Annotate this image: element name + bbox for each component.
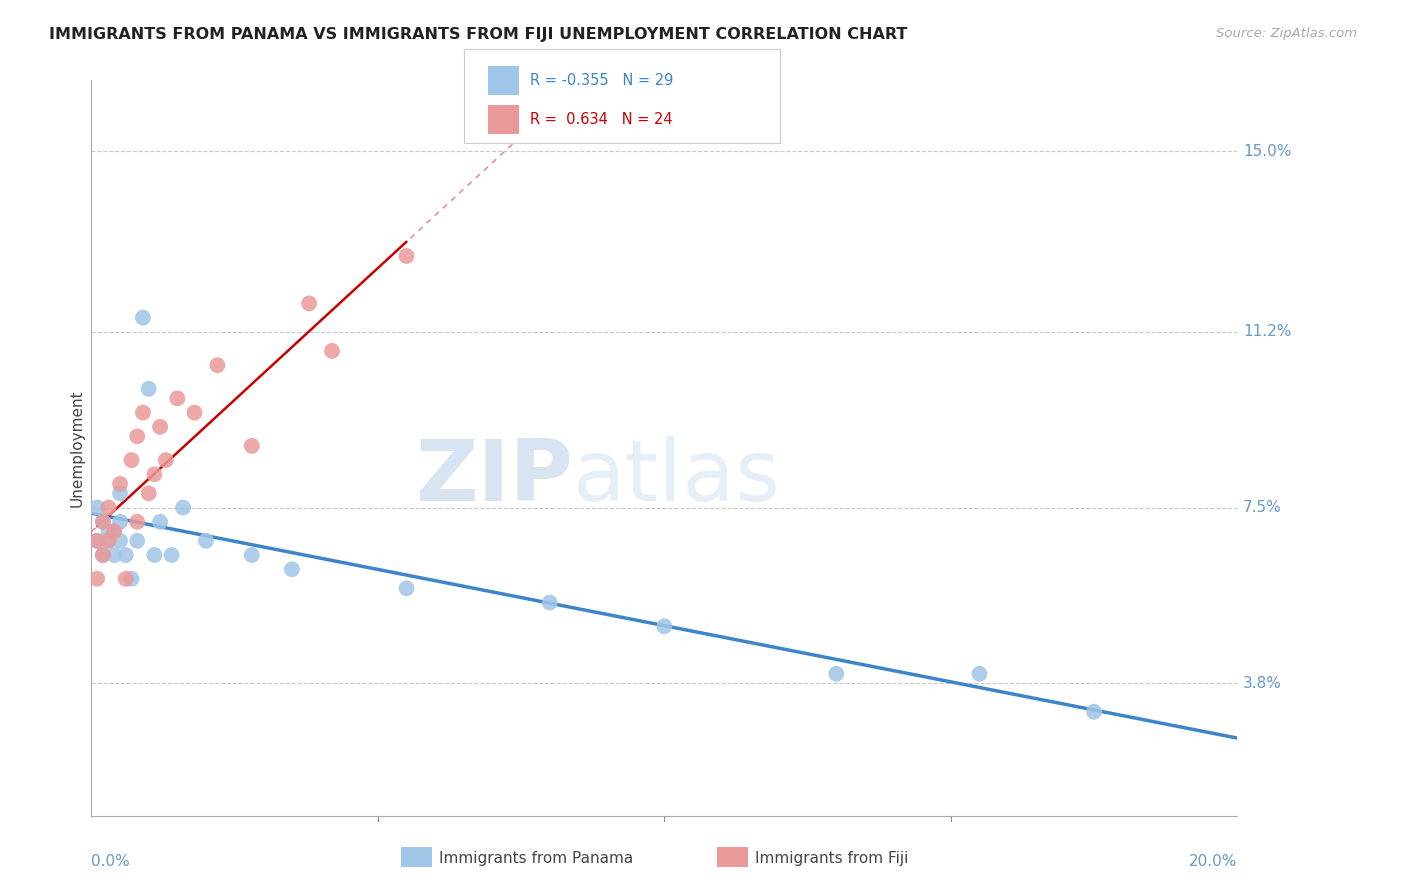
Point [103, 548, 125, 562]
Text: ZIP: ZIP [415, 436, 572, 519]
Text: atlas: atlas [572, 436, 780, 519]
Point [91, 548, 114, 562]
Point [652, 619, 675, 633]
Point [149, 515, 172, 529]
Point [143, 548, 166, 562]
Point [127, 515, 149, 529]
Point [207, 358, 229, 372]
Text: 20.0%: 20.0% [1189, 855, 1237, 869]
Point [86, 533, 108, 548]
Point [172, 500, 194, 515]
Text: 7.5%: 7.5% [1243, 500, 1282, 515]
Point [138, 382, 160, 396]
Text: 3.8%: 3.8% [1243, 676, 1282, 690]
Point [143, 467, 166, 482]
Y-axis label: Unemployment: Unemployment [69, 390, 84, 507]
Point [108, 486, 131, 500]
Point [97, 533, 120, 548]
Point [86, 500, 108, 515]
Point [149, 420, 172, 434]
Point [91, 515, 114, 529]
Point [1083, 705, 1105, 719]
Point [108, 533, 131, 548]
Point [114, 572, 136, 586]
Point [91, 548, 114, 562]
Point [395, 249, 418, 263]
Point [298, 296, 321, 310]
Point [538, 595, 561, 609]
Point [86, 533, 108, 548]
Point [97, 500, 120, 515]
Text: 11.2%: 11.2% [1243, 325, 1291, 340]
Point [114, 548, 136, 562]
Text: IMMIGRANTS FROM PANAMA VS IMMIGRANTS FROM FIJI UNEMPLOYMENT CORRELATION CHART: IMMIGRANTS FROM PANAMA VS IMMIGRANTS FRO… [49, 27, 908, 42]
Point [969, 666, 991, 681]
Point [825, 666, 848, 681]
Text: 15.0%: 15.0% [1243, 144, 1291, 159]
Point [127, 429, 149, 443]
Point [155, 453, 177, 467]
Point [108, 476, 131, 491]
Point [160, 548, 183, 562]
Point [183, 406, 205, 420]
Point [166, 392, 188, 406]
Point [321, 343, 343, 358]
Point [121, 572, 143, 586]
Point [97, 533, 120, 548]
Point [103, 524, 125, 539]
Text: Source: ZipAtlas.com: Source: ZipAtlas.com [1216, 27, 1357, 40]
Point [132, 406, 155, 420]
Text: Immigrants from Panama: Immigrants from Panama [439, 851, 633, 865]
Point [86, 572, 108, 586]
Point [103, 524, 125, 539]
Text: R = -0.355   N = 29: R = -0.355 N = 29 [530, 73, 673, 88]
Point [281, 562, 304, 576]
Point [132, 310, 155, 325]
Text: R =  0.634   N = 24: R = 0.634 N = 24 [530, 112, 672, 128]
Text: 0.0%: 0.0% [91, 855, 131, 869]
Text: Immigrants from Fiji: Immigrants from Fiji [755, 851, 908, 865]
Point [138, 486, 160, 500]
Point [108, 515, 131, 529]
Point [240, 548, 263, 562]
Point [240, 439, 263, 453]
Point [127, 533, 149, 548]
Point [194, 533, 217, 548]
Point [121, 453, 143, 467]
Point [91, 515, 114, 529]
Point [97, 524, 120, 539]
Point [395, 582, 418, 596]
